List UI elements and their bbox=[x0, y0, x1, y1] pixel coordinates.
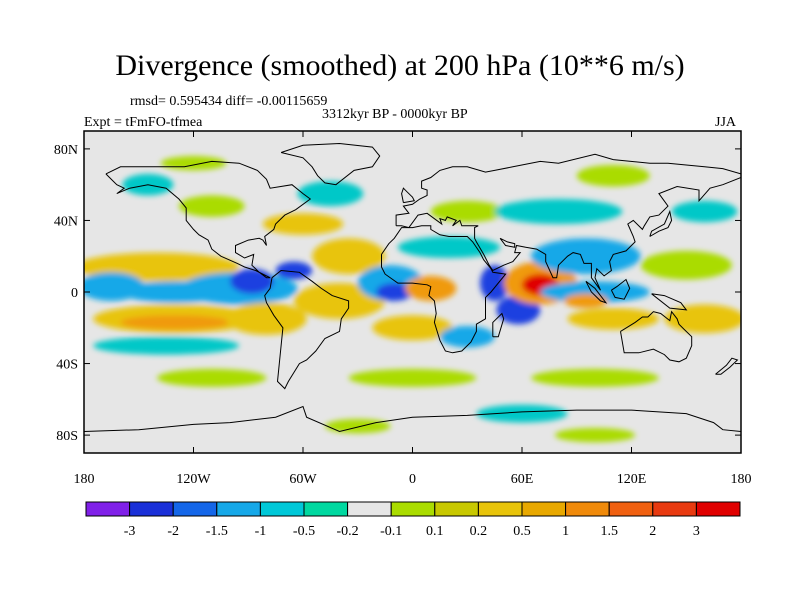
field-blob bbox=[531, 368, 659, 387]
colorbar-swatch bbox=[259, 501, 305, 517]
colorbar-swatch bbox=[347, 501, 392, 517]
coastline-antarctica bbox=[84, 405, 741, 433]
field-blob bbox=[348, 368, 477, 387]
lon-label: 180 bbox=[74, 472, 95, 487]
field-blob bbox=[476, 404, 568, 423]
colorbar-swatch bbox=[216, 501, 261, 517]
coastline-new-guinea bbox=[651, 293, 688, 311]
field-blob bbox=[664, 304, 741, 334]
field-blob bbox=[671, 200, 738, 223]
colorbar bbox=[85, 501, 741, 517]
colorbar-swatch bbox=[434, 501, 479, 517]
lon-label: 120W bbox=[176, 472, 211, 487]
lat-label: 80S bbox=[56, 429, 78, 444]
coastline-madagascar bbox=[492, 312, 505, 338]
colorbar-label: -1.5 bbox=[206, 524, 228, 539]
colorbar-swatch bbox=[521, 501, 567, 517]
field-blob bbox=[494, 198, 623, 225]
field-blob bbox=[554, 427, 636, 443]
colorbar-swatch bbox=[85, 501, 131, 517]
field-blob bbox=[376, 283, 413, 301]
period-label: 3312kyr BP - 0000kyr BP bbox=[322, 107, 468, 122]
colorbar-label: 3 bbox=[693, 524, 700, 539]
lat-label: 80N bbox=[54, 143, 78, 158]
colorbar-swatch bbox=[129, 501, 174, 517]
field-blob bbox=[439, 325, 495, 348]
field-blob bbox=[640, 250, 732, 280]
experiment-label: Expt = tFmFO-tfmea bbox=[84, 115, 203, 130]
coastline-greenland bbox=[280, 142, 381, 186]
colorbar-swatch bbox=[608, 501, 654, 517]
field-blob bbox=[93, 336, 240, 355]
season-label: JJA bbox=[715, 115, 737, 130]
field-blob bbox=[430, 200, 504, 223]
field-blob bbox=[372, 315, 453, 341]
axis-ticks bbox=[83, 131, 742, 453]
field-blob bbox=[297, 181, 364, 207]
coastline-japan bbox=[649, 209, 673, 237]
coastline-sumatra bbox=[585, 280, 608, 304]
field-blob bbox=[531, 238, 641, 275]
lat-label: 40S bbox=[56, 358, 78, 373]
field-blob bbox=[178, 195, 245, 217]
lon-label: 120E bbox=[617, 472, 647, 487]
colorbar-swatch bbox=[695, 501, 741, 517]
colorbar-swatch bbox=[477, 501, 523, 517]
colorbar-swatch bbox=[390, 501, 436, 517]
field-blob bbox=[480, 265, 510, 301]
stats-label: rmsd= 0.595434 diff= -0.00115659 bbox=[130, 94, 328, 109]
coastline-north-america bbox=[105, 160, 312, 279]
colorbar-swatch bbox=[172, 501, 218, 517]
field-blob bbox=[324, 419, 391, 434]
colorbar-label: -2 bbox=[167, 524, 179, 539]
field-blob bbox=[160, 156, 227, 171]
colorbar-label: 0.5 bbox=[513, 524, 531, 539]
lon-label: 60E bbox=[511, 472, 534, 487]
coastline-africa bbox=[381, 225, 507, 354]
field-blob bbox=[567, 308, 659, 330]
colorbar-label: -1 bbox=[255, 524, 267, 539]
field-blob bbox=[120, 315, 230, 330]
coastline-eurasia bbox=[395, 153, 741, 291]
field-blob bbox=[576, 164, 650, 187]
coastline-new-zealand bbox=[715, 357, 739, 375]
lon-label: 180 bbox=[731, 472, 752, 487]
colorbar-swatch bbox=[652, 501, 697, 517]
field-blob bbox=[397, 236, 501, 259]
colorbar-label: 1 bbox=[562, 524, 569, 539]
lon-label: 60W bbox=[289, 472, 317, 487]
coastline-south-america bbox=[264, 269, 350, 390]
lat-label: 0 bbox=[71, 286, 78, 301]
coastline-australia bbox=[620, 310, 693, 363]
longitude-labels: 180 120W 60W 0 60E 120E 180 bbox=[74, 472, 752, 487]
lon-label: 0 bbox=[409, 472, 416, 487]
coastline-borneo bbox=[610, 278, 631, 300]
colorbar-swatch bbox=[303, 501, 349, 517]
coastline-uk bbox=[401, 187, 416, 204]
field-blob bbox=[312, 238, 386, 275]
field-blob bbox=[226, 302, 307, 335]
field-blob bbox=[230, 268, 274, 294]
chart-title: Divergence (smoothed) at 200 hPa (10**6 … bbox=[115, 49, 685, 82]
field-blob bbox=[262, 213, 344, 235]
latitude-labels: 80N 40N 0 40S 80S bbox=[54, 143, 78, 444]
colorbar-label: -0.2 bbox=[337, 524, 359, 539]
colorbar-labels: -3 -2 -1.5 -1 -0.5 -0.2 -0.1 0.1 0.2 0.5 1 1.5 2 3 bbox=[124, 524, 700, 539]
colorbar-label: 1.5 bbox=[600, 524, 618, 539]
field-blob bbox=[157, 368, 267, 387]
coastlines bbox=[84, 142, 741, 433]
colorbar-label: 0.1 bbox=[426, 524, 444, 539]
colorbar-label: 0.2 bbox=[470, 524, 488, 539]
colorbar-label: -3 bbox=[124, 524, 136, 539]
colorbar-swatch bbox=[565, 501, 610, 517]
colorbar-label: -0.5 bbox=[293, 524, 315, 539]
coastline-arabian-gulf bbox=[499, 237, 516, 248]
colorbar-label: 2 bbox=[649, 524, 656, 539]
lat-label: 40N bbox=[54, 214, 78, 229]
colorbar-label: -0.1 bbox=[380, 524, 402, 539]
